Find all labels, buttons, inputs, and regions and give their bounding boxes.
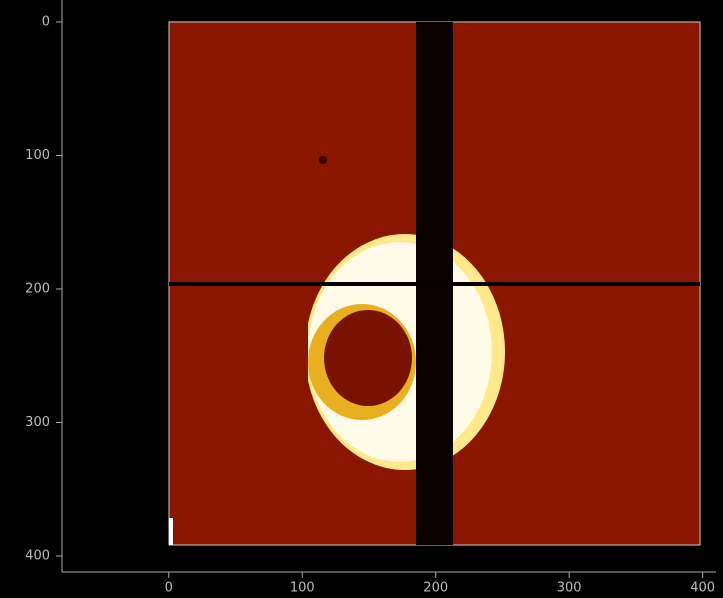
y-tick-label: 400 (25, 548, 50, 563)
horizontal-gap (169, 282, 700, 286)
x-tick-label: 200 (423, 581, 448, 596)
x-tick-label: 400 (690, 581, 715, 596)
chart: 0 100 200 300 400 0 100 200 300 400 (0, 0, 723, 598)
x-tick-label: 0 (165, 581, 173, 596)
x-tick-label: 300 (557, 581, 582, 596)
y-tick-label: 0 (42, 14, 50, 29)
x-tick-label: 100 (290, 581, 315, 596)
y-tick-label: 200 (25, 281, 50, 296)
detector-image (169, 22, 700, 545)
marker (169, 518, 173, 545)
y-tick-label: 100 (25, 148, 50, 163)
dark-spot (319, 156, 327, 164)
shadow (324, 310, 412, 406)
y-tick-label: 300 (25, 415, 50, 430)
